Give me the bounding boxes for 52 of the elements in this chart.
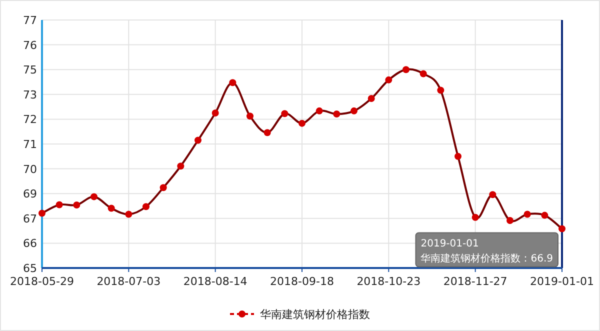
legend-label: 华南建筑钢材价格指数 bbox=[260, 308, 370, 321]
point bbox=[437, 86, 444, 94]
y-tick-label: 71 bbox=[23, 138, 37, 151]
point bbox=[212, 110, 219, 116]
point bbox=[298, 120, 306, 127]
x-tick-label: 2018-09-18 bbox=[270, 275, 334, 288]
x-tick-label: 2018-10-23 bbox=[356, 275, 421, 288]
point bbox=[56, 201, 63, 208]
point bbox=[264, 129, 271, 136]
x-tick-label: 2019-01-01 bbox=[530, 275, 594, 288]
y-tick-label: 72 bbox=[23, 113, 37, 126]
point bbox=[73, 201, 80, 208]
point bbox=[506, 216, 514, 224]
point bbox=[420, 70, 427, 78]
point bbox=[368, 95, 375, 102]
x-tick-label: 2018-11-27 bbox=[443, 275, 508, 288]
y-tick-label: 65 bbox=[23, 262, 37, 275]
point bbox=[385, 76, 392, 84]
y-tick-label: 67 bbox=[23, 212, 37, 226]
y-tick-label: 69 bbox=[23, 188, 37, 201]
category-label: 2019-01-01 bbox=[420, 238, 479, 250]
y-tick-label: 77 bbox=[23, 14, 37, 27]
y-tick-label: 75 bbox=[23, 64, 37, 77]
point bbox=[472, 214, 479, 221]
x-tick-label: 2018-05-29 bbox=[10, 275, 74, 288]
point bbox=[229, 79, 236, 86]
annotation: 华南建筑钢材价格指数：66.9 bbox=[420, 252, 553, 265]
point bbox=[316, 107, 323, 114]
point bbox=[350, 107, 358, 114]
point bbox=[90, 193, 98, 200]
x-tick-label: 2018-08-14 bbox=[183, 275, 248, 288]
point bbox=[558, 225, 566, 232]
y-tick-label: 70 bbox=[23, 162, 37, 176]
point bbox=[524, 210, 531, 218]
point bbox=[108, 204, 115, 212]
point bbox=[142, 203, 150, 210]
point bbox=[160, 184, 167, 192]
point bbox=[281, 110, 288, 118]
point bbox=[402, 66, 410, 74]
point bbox=[541, 212, 548, 219]
x-tick-label: 2018-07-03 bbox=[96, 275, 161, 288]
point bbox=[125, 210, 132, 218]
y-tick-label: 66 bbox=[23, 237, 37, 250]
y-tick-label: 73 bbox=[23, 88, 37, 102]
point bbox=[333, 110, 340, 118]
point bbox=[454, 152, 462, 160]
point bbox=[38, 210, 46, 217]
point bbox=[177, 162, 184, 170]
point bbox=[489, 191, 496, 198]
point bbox=[246, 112, 254, 120]
y-tick-label: 76 bbox=[23, 38, 37, 52]
point bbox=[194, 136, 202, 144]
